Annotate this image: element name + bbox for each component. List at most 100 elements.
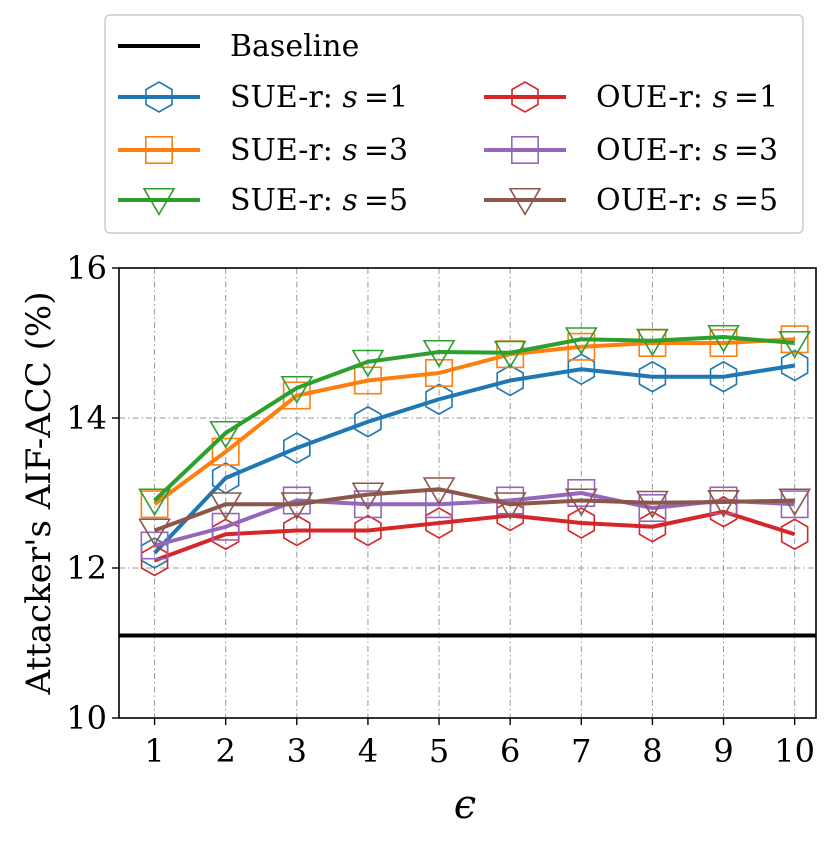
- series-oue-r-s-5: [138, 477, 812, 547]
- series-sue-r-s-5: [138, 324, 812, 517]
- data-point: [778, 488, 812, 517]
- legend-entry: SUE-r: s =1: [118, 80, 408, 115]
- legend-entry: Baseline: [118, 29, 359, 64]
- series-oue-r-s-1: [140, 495, 809, 577]
- x-tick-label: 3: [287, 732, 307, 770]
- data-point: [138, 488, 171, 517]
- data-point: [564, 488, 598, 517]
- y-tick-label: 16: [66, 249, 107, 287]
- y-tick-label: 10: [66, 699, 107, 737]
- legend-label-prefix: OUE-r:: [596, 80, 712, 115]
- legend-entry: SUE-r: s =3: [118, 133, 408, 168]
- data-point: [425, 383, 453, 416]
- data-point: [638, 360, 667, 393]
- data-point: [496, 364, 524, 397]
- data-point: [493, 340, 527, 369]
- data-point: [567, 332, 596, 361]
- data-point: [709, 328, 738, 357]
- legend-label-value: =3: [734, 133, 778, 168]
- legend-label-prefix: OUE-r:: [596, 133, 712, 168]
- data-point: [422, 339, 456, 368]
- legend-swatch-marker: [510, 136, 539, 165]
- series-line: [153, 487, 795, 533]
- data-point: [354, 405, 382, 438]
- data-point: [140, 490, 169, 519]
- data-point: [709, 360, 738, 393]
- x-tick-label: 8: [642, 732, 662, 770]
- legend-label: Baseline: [230, 29, 359, 64]
- x-tick-label: 10: [774, 732, 815, 770]
- data-point: [567, 507, 596, 539]
- data-point: [778, 330, 812, 359]
- legend-label-variable: s: [342, 80, 357, 115]
- data-point: [780, 518, 809, 551]
- data-point: [211, 512, 240, 541]
- data-point: [353, 366, 382, 395]
- y-axis-label: Attacker's AIF-ACC (%): [19, 292, 59, 696]
- data-point: [351, 482, 385, 511]
- legend-entry: OUE-r: s =1: [484, 80, 778, 115]
- y-tick-label: 12: [66, 549, 107, 587]
- series-line: [153, 509, 796, 563]
- legend-label-value: =1: [364, 80, 408, 115]
- x-tick-label: 2: [216, 732, 236, 770]
- data-point: [211, 437, 240, 466]
- series-line: [153, 337, 795, 506]
- x-tick-label: 6: [500, 732, 520, 770]
- legend-label: OUE-r: s =5: [596, 183, 778, 218]
- data-point: [138, 518, 171, 547]
- legend-label: SUE-r: s =5: [230, 183, 408, 218]
- legend-label-variable: s: [342, 183, 357, 218]
- x-tick-label: 7: [571, 732, 591, 770]
- series-layer: [138, 324, 812, 577]
- legend-label-value: =3: [364, 133, 408, 168]
- data-point: [638, 493, 667, 522]
- y-tick-label: 14: [66, 399, 107, 437]
- data-point: [209, 420, 243, 449]
- data-point: [636, 490, 669, 519]
- data-point: [353, 490, 382, 519]
- legend-entry: SUE-r: s =5: [118, 183, 408, 218]
- series-line: [153, 335, 795, 502]
- data-point: [280, 492, 314, 521]
- legend-label-variable: s: [712, 183, 727, 218]
- legend-label-variable: s: [712, 80, 727, 115]
- legend-swatch-marker: [145, 136, 174, 165]
- data-point: [280, 375, 314, 404]
- data-point: [636, 328, 669, 357]
- data-point: [707, 324, 740, 353]
- data-point: [567, 353, 596, 386]
- data-point: [564, 327, 598, 356]
- legend-label-prefix: SUE-r:: [230, 183, 342, 218]
- x-tick-label: 5: [429, 732, 449, 770]
- legend-label-value: =5: [364, 183, 408, 218]
- legend-label-prefix: SUE-r:: [230, 80, 342, 115]
- legend-label-variable: s: [712, 133, 727, 168]
- data-point: [780, 349, 809, 382]
- data-point: [780, 325, 809, 354]
- data-point: [283, 514, 311, 547]
- legend-label: SUE-r: s =3: [230, 133, 408, 168]
- legend-label-prefix: SUE-r:: [230, 133, 342, 168]
- x-axis-label: ϵ: [454, 782, 476, 828]
- legend-swatch-marker: [511, 81, 539, 113]
- legend-entry: OUE-r: s =3: [484, 133, 778, 168]
- legend-swatch-marker: [508, 187, 542, 216]
- data-point: [780, 490, 809, 519]
- plot-area-frame: [118, 267, 817, 719]
- legend-swatch-marker: [142, 187, 176, 216]
- x-tick-label: 1: [144, 732, 164, 770]
- data-point: [140, 531, 169, 560]
- legend-label-value: =5: [734, 183, 778, 218]
- x-tick-label: 4: [358, 732, 378, 770]
- data-point: [422, 477, 456, 506]
- data-point: [283, 432, 311, 464]
- data-point: [351, 349, 385, 378]
- data-point: [209, 492, 243, 521]
- legend-label-variable: s: [342, 133, 357, 168]
- legend-label: SUE-r: s =1: [230, 80, 408, 115]
- data-point: [493, 492, 527, 521]
- data-point: [707, 489, 740, 518]
